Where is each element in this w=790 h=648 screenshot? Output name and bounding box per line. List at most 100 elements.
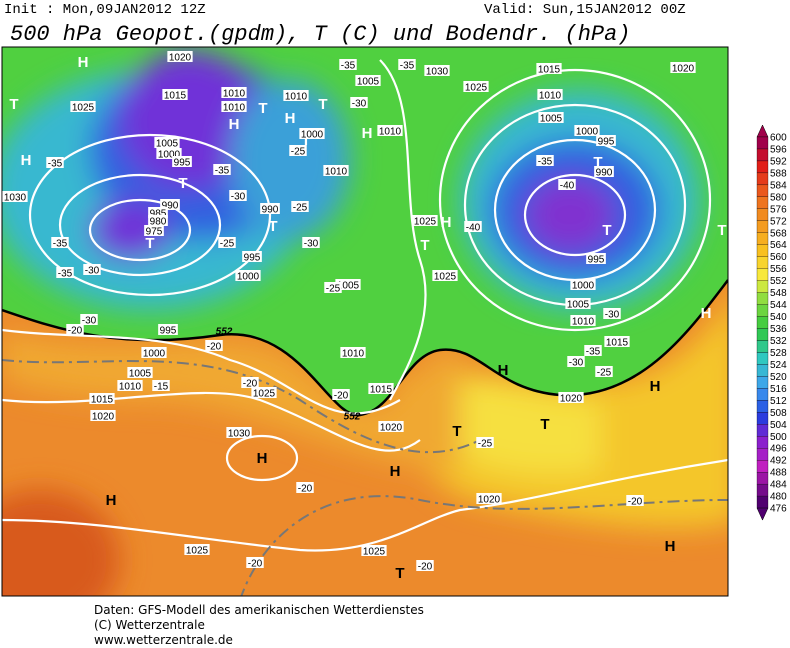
isobar-label-box xyxy=(221,101,247,112)
colorbar-label: 560 xyxy=(770,252,787,263)
colorbar-band xyxy=(756,220,769,233)
isotherm-label-box xyxy=(56,267,74,278)
isotherm-label: -35 xyxy=(341,61,356,72)
isobar-label-box xyxy=(148,207,168,218)
isobar-label-box xyxy=(260,203,280,214)
isobar-label: 1025 xyxy=(414,217,437,228)
isotherm-label-box xyxy=(339,59,357,70)
isobar-label-box xyxy=(144,225,164,236)
isobar-label-box xyxy=(604,336,630,347)
isobar-label-box xyxy=(160,199,180,210)
pressure-center: T xyxy=(395,565,404,582)
isobar-label: 1020 xyxy=(169,53,192,64)
colorbar-band xyxy=(756,148,769,162)
isobar-label-box xyxy=(463,81,489,92)
colorbar-band xyxy=(756,376,769,389)
isotherm-label-box xyxy=(80,314,98,325)
isotherm-label-box xyxy=(152,380,170,391)
pressure-center: T xyxy=(717,222,726,239)
isobar-label: 1015 xyxy=(370,385,393,396)
footer-url: www.wetterzentrale.de xyxy=(94,633,233,647)
colorbar-band xyxy=(756,495,769,509)
colorbar-label: 548 xyxy=(770,288,787,299)
isobar-label-box xyxy=(90,410,116,421)
isotherm-label: -30 xyxy=(304,239,319,250)
isobar-label: 980 xyxy=(150,217,167,228)
isotherm-label-box xyxy=(398,59,416,70)
pressure-center: T xyxy=(540,416,549,433)
isotherm-label-box xyxy=(218,237,236,248)
colorbar-band xyxy=(756,460,769,473)
isobar-label: 1005 xyxy=(156,139,179,150)
isobar-label: 995 xyxy=(244,253,261,264)
isobar-label: 1000 xyxy=(301,130,324,141)
pressure-center: H xyxy=(665,538,676,555)
isotherm-label-box xyxy=(205,340,223,351)
colorbar-band xyxy=(756,483,769,497)
isobar-label: 990 xyxy=(596,168,613,179)
isobar-label: 1010 xyxy=(223,89,246,100)
colorbar-arrow-bottom xyxy=(756,507,769,521)
colorbar-label: 572 xyxy=(770,216,787,227)
isotherm-label-box xyxy=(350,97,368,108)
colorbar-label: 524 xyxy=(770,360,787,371)
isobar-label: 1010 xyxy=(572,317,595,328)
isobar-label-box xyxy=(251,387,277,398)
colorbar-label: 520 xyxy=(770,372,787,383)
isobar-label-box xyxy=(536,63,562,74)
isobar-label-box xyxy=(368,383,394,394)
isobar-label-box xyxy=(184,544,210,555)
isobar-label-box xyxy=(361,545,387,556)
isobar-label-box xyxy=(586,253,606,264)
isotherm-label: -35 xyxy=(53,239,68,250)
isotherm-label: -20 xyxy=(334,391,349,402)
isobar-label: 1020 xyxy=(560,394,583,405)
isobar-label-box xyxy=(148,215,168,226)
colorbar-band xyxy=(756,232,769,245)
isobar-label: 1015 xyxy=(91,395,114,406)
isobar-label-box xyxy=(117,380,143,391)
pressure-center: H xyxy=(106,492,117,509)
isobar-label-box xyxy=(424,65,450,76)
geopotential-label: 552 xyxy=(216,327,233,338)
pressure-center: T xyxy=(268,218,277,235)
isotherm-label: -25 xyxy=(597,368,612,379)
isobar-label: 1010 xyxy=(119,382,142,393)
colorbar-label: 536 xyxy=(770,324,787,335)
colorbar-label: 540 xyxy=(770,312,787,323)
colorbar-label: 592 xyxy=(770,156,787,167)
pressure-center: H xyxy=(362,125,373,142)
isotherm-label-box xyxy=(476,437,494,448)
map-title: 500 hPa Geopot.(gpdm), T (C) und Bodendr… xyxy=(10,22,631,47)
colorbar-band xyxy=(756,280,769,293)
pressure-center: T xyxy=(145,235,154,252)
pressure-center: T xyxy=(9,96,18,113)
isobar-label: 1000 xyxy=(576,127,599,138)
isobar-label-box xyxy=(221,87,247,98)
isobar-label: 975 xyxy=(146,227,163,238)
isobar-label: 1010 xyxy=(285,92,308,103)
isotherm-label: -35 xyxy=(538,157,553,168)
isobar-label-box xyxy=(596,135,616,146)
isobar-label-box xyxy=(235,270,261,281)
colorbar-band xyxy=(756,208,769,221)
colorbar-band xyxy=(756,268,769,281)
isobar-label: 1020 xyxy=(92,412,115,423)
isotherm-label: -35 xyxy=(58,269,73,280)
isotherm-label-box xyxy=(66,324,84,335)
pressure-center: H xyxy=(285,110,296,127)
isobar-label-box xyxy=(412,215,438,226)
geopotential-label: 552 xyxy=(344,412,361,423)
isotherm-label: -20 xyxy=(418,562,433,573)
isotherm-label: -20 xyxy=(207,342,222,353)
isotherm-label-box xyxy=(324,282,342,293)
colorbar-label: 532 xyxy=(770,336,787,347)
isotherm-label: -20 xyxy=(248,559,263,570)
isobar-label-box xyxy=(242,251,262,262)
isotherm-label: -30 xyxy=(82,316,97,327)
colorbar-band xyxy=(756,292,769,305)
isobar-label: 1030 xyxy=(228,429,251,440)
isotherm-label-box xyxy=(229,190,247,201)
